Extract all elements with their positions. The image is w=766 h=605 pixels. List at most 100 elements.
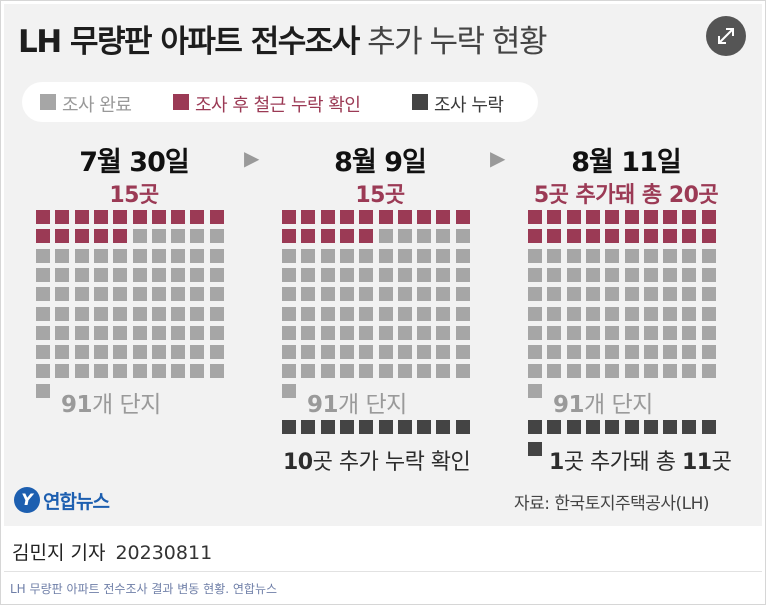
waffle-cell-surveyed — [55, 267, 70, 282]
waffle-cell-surveyed — [132, 267, 147, 282]
waffle-cell-surveyed — [455, 229, 470, 244]
panel-3-surveyed-unit: 개 단지 — [584, 392, 653, 418]
image-caption[interactable]: LH 무량판 아파트 전수조사 결과 변동 현황. 연합뉴스 — [10, 582, 278, 596]
waffle-cell-rebar-missing — [74, 210, 89, 224]
publish-date: 20230811 — [115, 542, 213, 564]
waffle-cell-rebar-missing — [55, 210, 70, 224]
waffle-cell-surveyed — [643, 325, 658, 340]
waffle-cell-surveyed — [436, 306, 451, 321]
waffle-cell-surveyed — [605, 287, 620, 302]
waffle-cell-rebar-missing — [701, 210, 716, 224]
waffle-cell-surveyed — [397, 229, 412, 244]
waffle-cell-surveyed — [682, 287, 697, 302]
waffle-cell-surveyed — [74, 345, 89, 360]
panel-3-count: 5곳 추가돼 총 20곳 — [533, 183, 719, 208]
panel-2-missing-num: 10 — [283, 450, 313, 475]
waffle-cell-surveyed — [397, 306, 412, 321]
waffle-cell-rebar-missing — [171, 210, 186, 224]
waffle-cell-surveyed — [339, 287, 354, 302]
waffle-cell-rebar-missing — [301, 210, 316, 224]
waffle-cell-surveyed — [132, 229, 147, 244]
waffle-cell-surveyed — [397, 267, 412, 282]
waffle-cell-surveyed — [378, 248, 393, 263]
waffle-cell-surveyed — [436, 287, 451, 302]
waffle-cell-surveyed — [397, 248, 412, 263]
waffle-cell-surveyed — [701, 325, 716, 340]
waffle-cell-rebar-missing — [455, 210, 470, 224]
waffle-cell-surveyed — [339, 306, 354, 321]
waffle-cell-surveyed — [417, 248, 432, 263]
waffle-cell-surveyed — [359, 364, 374, 379]
waffle-cell-surveyed — [378, 306, 393, 321]
waffle-cell-surveyed — [663, 364, 678, 379]
waffle-cell-surveyed — [282, 364, 296, 379]
waffle-cell-surveyed — [171, 287, 186, 302]
waffle-cell-surveyed — [701, 364, 716, 379]
waffle-cell-surveyed — [55, 248, 70, 263]
waffle-cell-surveyed — [36, 306, 50, 321]
waffle-cell-rebar-missing — [113, 210, 128, 224]
waffle-cell-surveyed — [663, 325, 678, 340]
waffle-cell-survey-missed — [528, 442, 542, 456]
panel-2-missing-label: 10곳 추가 누락 확인 — [283, 444, 471, 476]
waffle-cell-surveyed — [436, 248, 451, 263]
waffle-cell-surveyed — [209, 345, 224, 360]
waffle-cell-surveyed — [585, 287, 600, 302]
waffle-cell-rebar-missing — [547, 229, 562, 244]
waffle-cell-surveyed — [547, 248, 562, 263]
waffle-cell-survey-missed — [455, 420, 470, 434]
waffle-cell-rebar-missing — [547, 210, 562, 224]
waffle-cell-surveyed — [566, 248, 581, 263]
waffle-cell-surveyed — [359, 248, 374, 263]
panel-1-surveyed-label: 91개 단지 — [61, 385, 161, 419]
infographic-title: LH 무량판 아파트 전수조사 추가 누락 현황 — [18, 16, 547, 61]
waffle-cell-rebar-missing — [359, 210, 374, 224]
legend-label-surveyed: 조사 완료 — [62, 95, 132, 116]
waffle-cell-surveyed — [701, 345, 716, 360]
waffle-cell-surveyed — [113, 364, 128, 379]
waffle-cell-surveyed — [605, 325, 620, 340]
panel-3-missing-unit: 곳 — [711, 450, 732, 475]
waffle-cell-survey-missed — [663, 420, 678, 434]
waffle-cell-rebar-missing — [585, 210, 600, 224]
waffle-cell-surveyed — [93, 267, 108, 282]
waffle-cell-surveyed — [55, 306, 70, 321]
waffle-cell-rebar-missing — [132, 210, 147, 224]
waffle-cell-surveyed — [36, 267, 50, 282]
expand-button[interactable] — [706, 16, 746, 56]
waffle-cell-surveyed — [605, 345, 620, 360]
timeline-arrow-1: ▶ — [244, 146, 260, 170]
waffle-cell-surveyed — [282, 384, 296, 398]
waffle-cell-surveyed — [36, 325, 50, 340]
waffle-cell-survey-missed — [605, 420, 620, 434]
waffle-cell-surveyed — [320, 287, 335, 302]
waffle-cell-surveyed — [151, 364, 166, 379]
panel-1-surveyed-num: 91 — [61, 392, 93, 418]
waffle-cell-survey-missed — [585, 420, 600, 434]
waffle-cell-survey-missed — [701, 420, 716, 434]
waffle-cell-rebar-missing — [585, 229, 600, 244]
waffle-cell-surveyed — [171, 364, 186, 379]
waffle-cell-surveyed — [113, 325, 128, 340]
waffle-cell-surveyed — [282, 267, 296, 282]
waffle-cell-survey-missed — [378, 420, 393, 434]
waffle-cell-surveyed — [397, 325, 412, 340]
waffle-cell-surveyed — [701, 267, 716, 282]
waffle-cell-surveyed — [301, 364, 316, 379]
waffle-cell-surveyed — [663, 287, 678, 302]
waffle-cell-surveyed — [455, 267, 470, 282]
waffle-cell-surveyed — [151, 345, 166, 360]
waffle-cell-surveyed — [301, 248, 316, 263]
waffle-cell-surveyed — [151, 229, 166, 244]
waffle-cell-survey-missed — [528, 420, 542, 434]
waffle-cell-surveyed — [132, 345, 147, 360]
waffle-cell-rebar-missing — [397, 210, 412, 224]
legend-swatch-rebar-missing — [173, 94, 189, 110]
waffle-cell-survey-missed — [547, 420, 562, 434]
waffle-cell-surveyed — [566, 306, 581, 321]
waffle-cell-surveyed — [436, 267, 451, 282]
waffle-cell-surveyed — [455, 345, 470, 360]
waffle-cell-surveyed — [682, 345, 697, 360]
waffle-cell-surveyed — [682, 306, 697, 321]
reporter-name: 김민지 기자 — [12, 542, 106, 564]
